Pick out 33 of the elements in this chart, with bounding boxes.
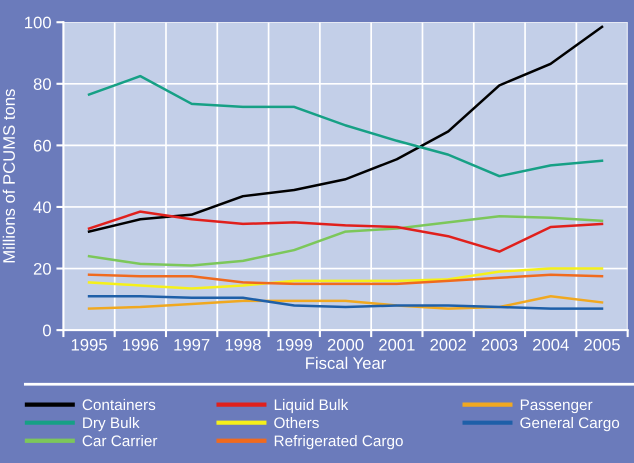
y-tick-label: 100: [25, 16, 51, 28]
y-axis-title: Millions of PCUMS tons: [2, 89, 15, 262]
legend-label: Car Carrier: [82, 435, 158, 446]
x-tick-label: 2005: [584, 338, 620, 351]
y-tick-label: 0: [42, 324, 51, 336]
x-tick-label: 2002: [430, 338, 466, 351]
x-axis-title: Fiscal Year: [306, 356, 386, 370]
line-series: [88, 214, 604, 267]
y-tick-label: 60: [34, 140, 51, 152]
line-series: [88, 273, 604, 286]
line-series: [88, 26, 604, 233]
x-tick-label: 1995: [72, 338, 107, 351]
line-series: [88, 74, 604, 178]
legend-label: Dry Bulk: [83, 416, 140, 432]
legend-label: Liquid Bulk: [274, 398, 348, 414]
x-tick-label: 2004: [533, 338, 569, 351]
x-tick-label: 2001: [379, 338, 415, 351]
legend-label: Others: [274, 416, 319, 428]
legend-label: Containers: [82, 398, 156, 410]
y-tick-label: 40: [33, 201, 51, 214]
line-series: [88, 267, 604, 290]
legend-label: Passenger: [520, 399, 592, 414]
x-tick-label: 2003: [482, 338, 518, 351]
y-tick-label: 80: [34, 78, 51, 90]
x-tick-label: 1997: [174, 338, 210, 351]
x-tick-label: 1996: [123, 338, 158, 351]
x-tick-label: 1998: [226, 338, 261, 351]
line-series: [88, 210, 604, 253]
x-tick-label: 1999: [276, 338, 312, 351]
y-tick-label: 20: [34, 262, 51, 275]
x-tick-label: 2000: [328, 338, 364, 351]
legend-label: Refrigerated Cargo: [274, 435, 403, 450]
legend-label: General Cargo: [520, 416, 620, 432]
